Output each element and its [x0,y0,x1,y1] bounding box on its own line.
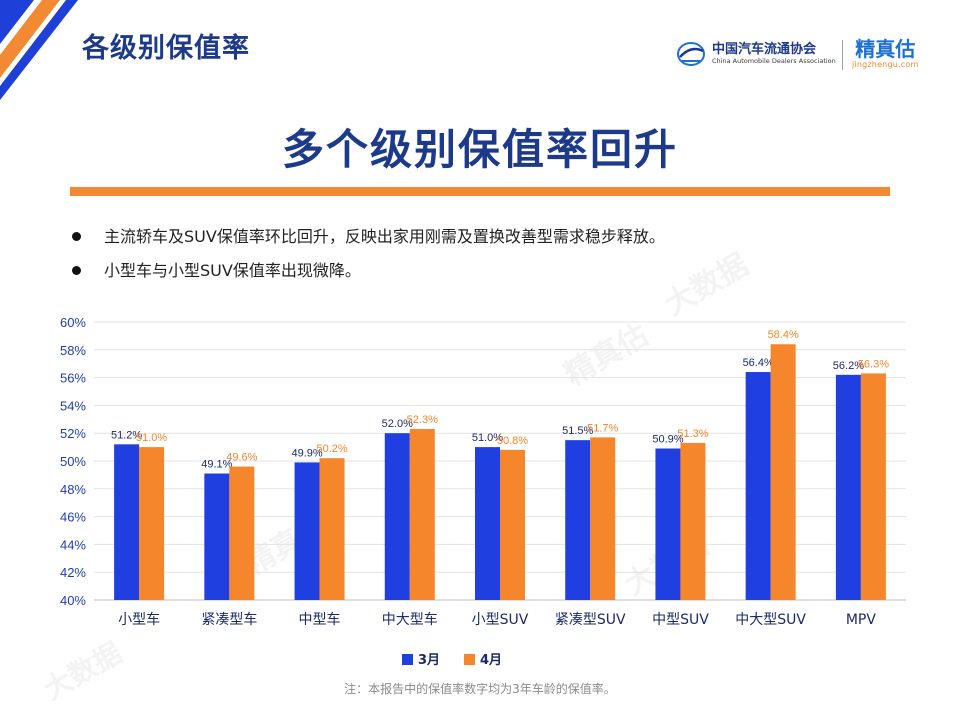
bar [139,447,165,600]
data-label: 51.7% [587,422,618,434]
bar [319,458,345,600]
x-tick-label: 小型SUV [472,612,529,628]
logo-divider [842,40,843,70]
y-tick-label: 40% [60,593,86,608]
y-tick-label: 52% [60,426,86,441]
bar [655,448,681,600]
y-tick-label: 58% [60,343,86,358]
bar [860,373,886,600]
bar [500,449,525,600]
cada-logo: 中国汽车流通协会 China Automobile Dealers Associ… [676,38,836,70]
main-title: 多个级别保值率回升 [281,125,678,174]
legend-label: 3月 [418,653,440,668]
x-tick-label: 中型SUV [652,612,709,628]
y-tick-label: 54% [60,398,86,413]
bar [409,429,435,600]
data-label: 49.9% [291,447,322,459]
data-label: 56.3% [858,358,889,370]
legend-swatch [402,654,413,665]
data-label: 51.0% [136,432,167,444]
data-label: 50.8% [497,435,528,447]
bar [680,442,706,600]
bar [294,462,320,600]
page-header: 各级别保值率 [82,33,250,64]
x-tick-label: 中大型SUV [735,612,806,628]
bar [835,374,861,600]
data-label: 50.2% [316,443,347,455]
bullet-list: 主流轿车及SUV保值率环比回升，反映出家用刚需及置换改善型需求稳步释放。 小型车… [68,220,665,288]
bar-chart: 40%42%44%46%48%50%52%54%56%58%60%51.2%51… [60,315,906,668]
bullet-item: 主流轿车及SUV保值率环比回升，反映出家用刚需及置换改善型需求稳步释放。 [68,220,665,254]
data-label: 49.6% [226,452,257,464]
x-tick-label: 小型车 [118,611,160,628]
jzg-url: jingzhengu.com [852,60,919,69]
y-tick-label: 46% [60,510,86,525]
data-label: 58.4% [768,329,799,341]
x-tick-label: 中型车 [299,611,341,628]
bar [565,440,591,600]
legend-label: 4月 [480,653,502,668]
x-tick-label: MPV [846,612,877,628]
data-label: 56.2% [833,360,864,372]
data-label: 52.0% [382,418,413,430]
bar [770,344,796,600]
y-tick-label: 48% [60,482,86,497]
legend-swatch [464,654,475,665]
data-label: 51.5% [562,425,593,437]
y-tick-label: 44% [60,537,86,552]
y-tick-label: 56% [60,371,86,386]
data-label: 51.2% [111,429,142,441]
bar [590,437,616,600]
cada-name: 中国汽车流通协会 [712,42,817,58]
y-tick-label: 50% [60,454,86,469]
x-tick-label: 中大型车 [382,611,438,628]
bullet-item: 小型车与小型SUV保值率出现微降。 [68,254,665,288]
data-label: 51.0% [472,432,503,444]
bar [114,444,140,600]
cada-emblem-icon [677,42,705,66]
data-label: 51.3% [677,428,708,440]
jzg-logo: 精真估 jingzhengu.com [852,38,918,69]
bar [475,447,500,600]
title-underline [70,187,890,196]
jzg-name: 精真估 [855,37,916,61]
data-label: 56.4% [743,357,774,369]
bar [229,466,255,600]
y-tick-label: 42% [60,565,86,580]
y-tick-label: 60% [60,315,86,330]
footnote: 注：本报告中的保值率数字均为3年车龄的保值率。 [344,682,616,696]
bar [204,473,230,600]
cada-name-en: China Automobile Dealers Association [712,57,836,66]
x-tick-label: 紧凑型SUV [555,611,626,628]
x-tick-label: 紧凑型车 [201,611,257,628]
data-label: 52.3% [407,414,438,426]
data-label: 49.1% [201,459,232,471]
bar [745,372,771,600]
data-label: 50.9% [652,433,683,445]
bar [384,433,410,600]
